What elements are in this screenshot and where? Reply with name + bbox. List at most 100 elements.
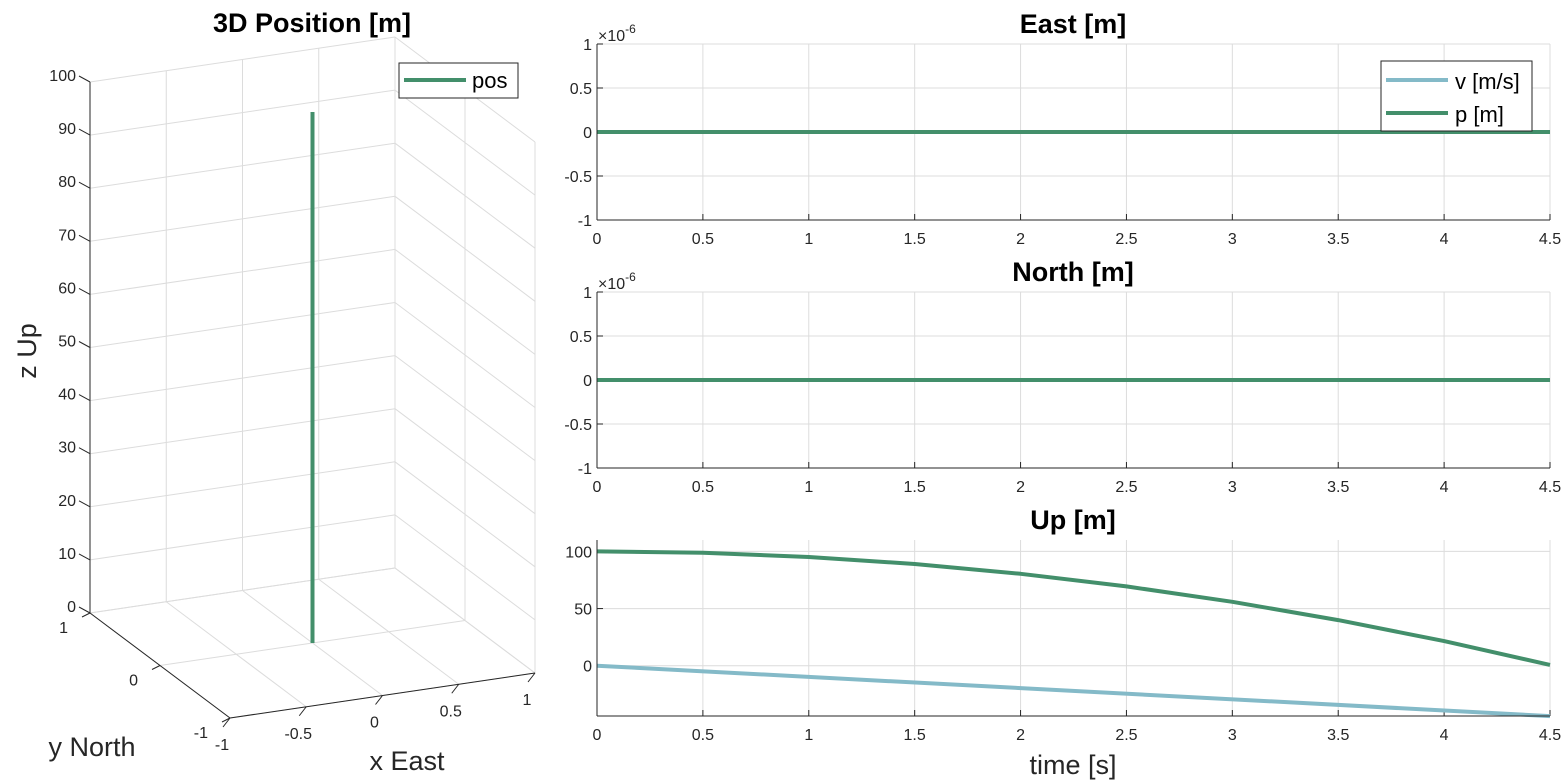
up-xtick-label: 0.5: [692, 727, 714, 744]
axes-north: North [m] 0 0.5 1 1.5 2 2.5 3 3.5 4 4.5 -1 -0.5 0 0.5…: [564, 257, 1561, 496]
north-ytick-label: 0: [583, 373, 592, 390]
grid3d-side-z: [394, 514, 536, 621]
axis3d-ztick-mark: [78, 341, 91, 348]
north-ytick-label: -0.5: [564, 417, 592, 434]
north-ytick-label: 0.5: [570, 329, 592, 346]
axis3d-ytick-mark: [151, 665, 161, 670]
grid3d-back-z: [89, 248, 396, 295]
tick3d-x-label: -1: [215, 737, 229, 754]
north-ytick-label: 1: [583, 285, 592, 302]
up-ytick-label: 0: [583, 659, 592, 676]
up-ytick-label: 100: [565, 544, 592, 561]
grid3d-back-z: [89, 36, 396, 83]
axis3d-ztick-mark: [78, 447, 91, 455]
east-xtick-label: 0: [593, 231, 602, 248]
east-ytick-label: 0: [583, 125, 592, 142]
tick3d-x-label: 1: [523, 692, 532, 709]
grid3d-side-z: [394, 408, 536, 515]
north-xtick-label: 2.5: [1115, 479, 1137, 496]
axis-lines-north: [596, 292, 1550, 469]
grid3d-back-z: [89, 514, 396, 561]
grid3d-side-z: [394, 195, 536, 302]
north-xtick-label: 2: [1016, 479, 1025, 496]
tick-labels-up: 0 0.5 1 1.5 2 2.5 3 3.5 4 4.5 0 50 100: [565, 544, 1561, 744]
grid3d-side-z: [394, 355, 536, 462]
east-xtick-label: 3.5: [1327, 231, 1349, 248]
grid3d-back-z: [89, 195, 396, 242]
up-xtick-label: 4.5: [1539, 727, 1561, 744]
east-xtick-label: 4: [1440, 231, 1449, 248]
exponent-north: ×10-6: [598, 270, 636, 293]
zlabel-3d: z Up: [12, 323, 42, 379]
up-xtick-label: 2: [1016, 727, 1025, 744]
north-xtick-label: 3.5: [1327, 479, 1349, 496]
up-series-velocity-line: [596, 663, 1551, 719]
axis3d-ztick-mark: [78, 75, 91, 83]
axes-east: East [m] 0 0.5 1 1.5 2 2.5 3 3.5 4 4.5 -1 -0.5 0 0.5 1…: [564, 9, 1561, 248]
axis3d-xtick-mark: [527, 672, 536, 683]
tick3d-z-label: 60: [58, 280, 76, 297]
legend-label-velocity: v [m/s]: [1455, 69, 1520, 94]
title-north: North [m]: [1012, 257, 1133, 287]
east-ytick-label: 1: [583, 37, 592, 54]
north-xtick-label: 1.5: [904, 479, 926, 496]
axis3d-ztick-mark: [78, 394, 91, 402]
north-ytick-label: -1: [578, 461, 592, 478]
up-xtick-label: 1.5: [904, 727, 926, 744]
title-east: East [m]: [1020, 9, 1127, 39]
axis3d-xtick-mark: [222, 717, 231, 728]
axis-lines-east: [596, 44, 1550, 221]
axis3d-xtick-mark: [375, 695, 383, 705]
title-3d-position: 3D Position [m]: [213, 8, 411, 38]
east-xtick-label: 1: [804, 231, 813, 248]
axes-3d-position: 3D Position [m] -1-0.500.51-101010203040…: [12, 8, 536, 776]
grid3d-back-z: [89, 461, 396, 508]
tick3d-y-label: -1: [194, 725, 208, 742]
north-xtick-label: 1: [804, 479, 813, 496]
axes-up: Up [m] 0 0.5 1 1.5 2 2.5 3 3.5 4 4.5 0 50 100 time […: [565, 505, 1561, 780]
legend-label-position: p [m]: [1455, 102, 1504, 127]
xlabel-time: time [s]: [1029, 750, 1116, 780]
grid-3d: [78, 36, 536, 728]
tick3d-z-label: 80: [58, 174, 76, 191]
north-xtick-label: 4.5: [1539, 479, 1561, 496]
tick3d-z-label: 100: [49, 68, 76, 85]
series-group-up: [596, 549, 1551, 719]
legend-box-east: [1380, 60, 1533, 132]
up-series-position-line: [596, 549, 1551, 667]
legend-label-pos: pos: [472, 68, 507, 93]
tick3d-z-label: 40: [58, 387, 76, 404]
grid3d-side-z: [394, 142, 536, 249]
tick-labels-east: 0 0.5 1 1.5 2 2.5 3 3.5 4 4.5 -1 -0.5 0 0.5 1: [564, 37, 1561, 248]
grid3d-back-z: [89, 302, 396, 348]
axis3d-ztick-mark: [78, 287, 91, 295]
north-xtick-label: 4: [1440, 479, 1449, 496]
axis3d-ztick-mark: [78, 606, 91, 614]
east-xtick-label: 3: [1228, 231, 1237, 248]
east-ytick-label: -0.5: [564, 169, 592, 186]
grid3d-side-z: [394, 567, 536, 674]
tick3d-z-label: 0: [67, 599, 76, 616]
north-xtick-label: 3: [1228, 479, 1237, 496]
axis3d-ztick-mark: [78, 234, 91, 242]
up-xtick-label: 3: [1228, 727, 1237, 744]
up-xtick-label: 0: [593, 727, 602, 744]
north-xtick-label: 0: [593, 479, 602, 496]
up-xtick-label: 4: [1440, 727, 1449, 744]
axis3d-ztick-mark: [78, 181, 91, 189]
grid3d-back-z: [89, 355, 396, 402]
legend-east: v [m/s] p [m]: [1380, 60, 1533, 132]
grid3d-side-z: [394, 89, 536, 196]
east-xtick-label: 2: [1016, 231, 1025, 248]
east-xtick-label: 2.5: [1115, 231, 1137, 248]
tick3d-x-label: 0.5: [440, 703, 462, 720]
tick3d-z-label: 30: [58, 440, 76, 457]
grid3d-back-z: [89, 142, 396, 189]
up-xtick-label: 1: [804, 727, 813, 744]
axis3d-ztick-mark: [78, 128, 91, 136]
north-xtick-label: 0.5: [692, 479, 714, 496]
grid3d-back-z: [89, 567, 396, 614]
tick3d-y-label: 0: [129, 673, 138, 690]
